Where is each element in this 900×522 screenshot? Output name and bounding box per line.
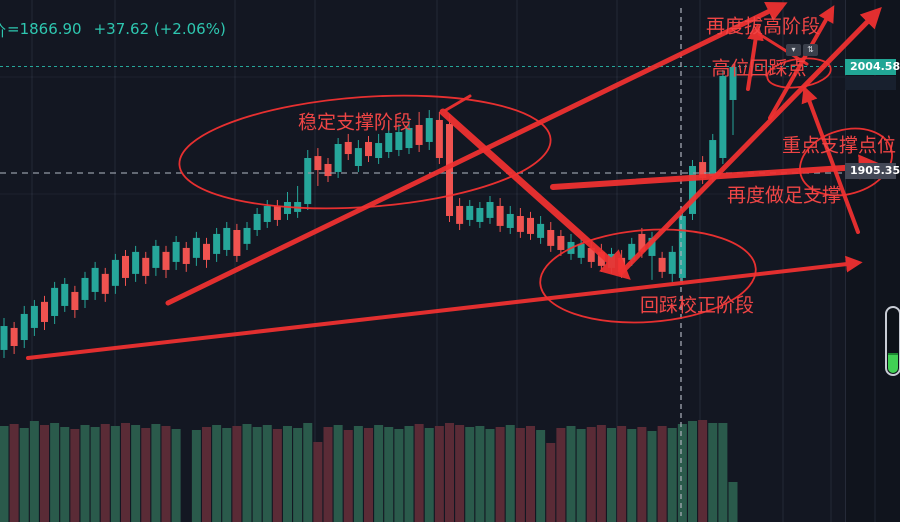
price-scale-updown-button[interactable]: ⇅ xyxy=(803,44,818,56)
support-price-label[interactable]: 1905.35 xyxy=(845,163,900,179)
price-merge-down-button[interactable]: ▾ xyxy=(786,44,801,56)
ticker-value: =1866.90 xyxy=(7,20,82,38)
ticker-change: +37.62 (+2.06%) xyxy=(93,20,226,38)
dashed-lines xyxy=(0,8,845,516)
annotation-label[interactable]: 重点支撑点位 xyxy=(781,134,897,157)
current-price-label[interactable]: 2004.58 xyxy=(845,59,900,75)
volume-bars xyxy=(0,420,738,522)
vertical-gauge[interactable] xyxy=(885,306,900,376)
annotation-drawings xyxy=(26,2,893,360)
annotation-label[interactable]: 再度做足支撑 xyxy=(726,184,842,207)
annotation-label[interactable]: 高位回踩点 xyxy=(711,57,807,80)
symbol-fragment: 价 xyxy=(0,20,7,38)
ticker-line: 价=1866.90 +37.62 (+2.06%) xyxy=(0,20,226,38)
gauge-fill xyxy=(888,353,898,373)
countdown-label xyxy=(845,76,896,90)
annotation-label[interactable]: 稳定支撑阶段 xyxy=(297,111,413,134)
annotation-label[interactable]: 回踩校正阶段 xyxy=(639,294,755,317)
annotation-label[interactable]: 再度拔高阶段 xyxy=(705,15,821,38)
